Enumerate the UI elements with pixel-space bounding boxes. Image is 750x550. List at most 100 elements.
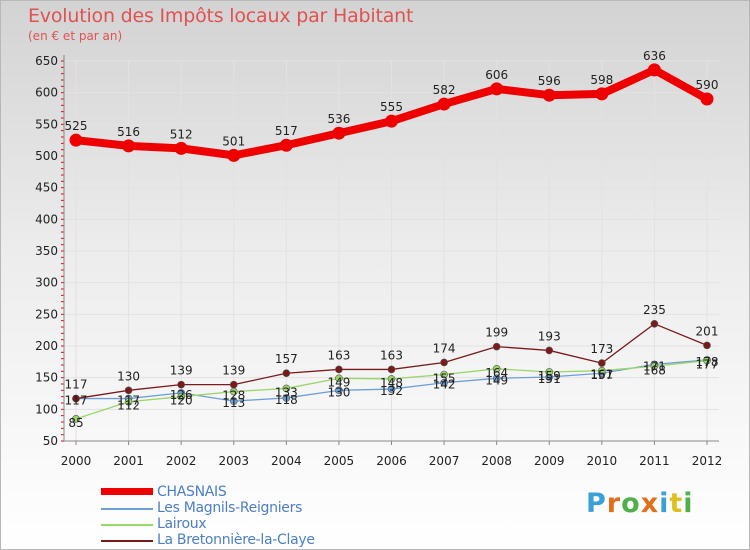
data-point xyxy=(440,358,448,367)
data-label: 155 xyxy=(433,372,456,386)
legend-label: Lairoux xyxy=(157,516,207,532)
data-point xyxy=(437,97,451,111)
data-point xyxy=(385,114,398,128)
x-tick-label: 2004 xyxy=(271,454,302,468)
data-label: 163 xyxy=(380,348,403,362)
data-point xyxy=(700,92,714,106)
legend-label: Les Magnils-Reigniers xyxy=(157,500,303,516)
data-label: 174 xyxy=(433,341,456,355)
data-point xyxy=(440,370,448,379)
data-point xyxy=(595,87,609,101)
x-tick-label: 2008 xyxy=(481,454,512,468)
x-tick-label: 2000 xyxy=(61,454,92,468)
series-lines xyxy=(69,63,714,423)
logo-letter: i xyxy=(683,488,694,519)
data-label: 157 xyxy=(590,368,613,382)
data-point xyxy=(703,341,711,350)
data-label: 536 xyxy=(327,112,350,126)
data-label: 85 xyxy=(68,416,83,430)
data-label: 606 xyxy=(485,68,508,82)
y-tick-label: 150 xyxy=(35,371,58,385)
data-label: 132 xyxy=(380,384,403,398)
data-label: 590 xyxy=(696,78,719,92)
legend-label: CHASNAIS xyxy=(157,484,227,500)
legend-swatch-la-bretonniere-la-claye xyxy=(101,540,153,542)
x-tick-label: 2003 xyxy=(218,454,249,468)
data-label: 139 xyxy=(170,364,193,378)
data-label: 120 xyxy=(170,394,193,408)
data-point xyxy=(124,386,133,395)
x-tick-label: 2009 xyxy=(534,454,565,468)
data-label: 582 xyxy=(433,83,456,97)
data-point xyxy=(229,380,238,389)
data-label: 168 xyxy=(643,363,666,377)
data-point xyxy=(492,374,501,383)
data-point xyxy=(387,365,396,374)
logo-letter: t xyxy=(669,488,684,519)
data-label: 117 xyxy=(65,394,88,408)
y-tick-label: 250 xyxy=(35,307,58,321)
data-label: 555 xyxy=(380,100,403,114)
data-label: 517 xyxy=(275,124,298,138)
data-point xyxy=(227,148,241,162)
y-tick-label: 350 xyxy=(35,244,58,258)
x-tick-label: 2011 xyxy=(639,454,670,468)
data-label: 113 xyxy=(222,396,245,410)
chart-title: Evolution des Impôts locaux par Habitant xyxy=(28,5,414,27)
data-label: 157 xyxy=(275,352,298,366)
data-point xyxy=(177,392,185,401)
proxiti-logo: Proxiti xyxy=(586,488,694,519)
x-tick-label: 2005 xyxy=(324,454,355,468)
data-label: 139 xyxy=(222,364,245,378)
x-tick-label: 2007 xyxy=(429,454,460,468)
data-point xyxy=(650,320,659,328)
y-tick-label: 550 xyxy=(35,117,58,131)
data-point xyxy=(598,366,606,375)
data-point xyxy=(650,362,659,371)
data-label: 163 xyxy=(327,348,350,362)
logo-letter: o xyxy=(621,488,641,519)
data-point xyxy=(387,385,396,393)
x-tick-label: 2012 xyxy=(692,454,723,468)
y-tick-label: 650 xyxy=(35,54,58,68)
data-label: 178 xyxy=(696,355,719,369)
y-tick-label: 50 xyxy=(43,434,58,448)
data-point xyxy=(124,397,133,406)
data-point xyxy=(703,356,711,365)
data-label: 142 xyxy=(433,378,456,392)
legend-swatch-chasnais xyxy=(101,488,153,495)
data-label: 199 xyxy=(485,326,508,340)
data-label: 112 xyxy=(117,399,140,413)
data-label: 596 xyxy=(538,74,561,88)
data-point xyxy=(177,380,185,389)
x-tick-label: 2001 xyxy=(113,454,144,468)
logo-letter: r xyxy=(606,488,622,519)
data-label: 177 xyxy=(696,358,719,372)
y-tick-label: 200 xyxy=(35,339,58,353)
data-point xyxy=(542,88,556,102)
data-point xyxy=(545,346,554,355)
data-label: 201 xyxy=(696,324,719,338)
logo-letter: P xyxy=(586,488,607,519)
data-label: 148 xyxy=(380,376,403,390)
x-tick-label: 2002 xyxy=(166,454,197,468)
data-label: 133 xyxy=(275,385,298,399)
y-tick-label: 100 xyxy=(35,402,58,416)
y-tick-label: 300 xyxy=(35,276,58,290)
data-label: 516 xyxy=(117,125,140,139)
data-point xyxy=(69,133,83,147)
chart-subtitle: (en € et par an) xyxy=(28,29,123,43)
data-point xyxy=(279,138,293,152)
x-tick-label: 2006 xyxy=(376,454,407,468)
data-label: 173 xyxy=(590,342,613,356)
legend-label: La Bretonnière-la-Claye xyxy=(157,532,315,548)
data-point xyxy=(647,63,661,77)
data-point xyxy=(335,365,343,374)
data-label: 128 xyxy=(222,389,245,403)
data-point xyxy=(335,374,343,383)
logo-letter: x xyxy=(640,488,660,519)
data-labels: 525 516 512 501 517 536 555 582 606 596 598 636 590 1… xyxy=(65,49,719,430)
data-label: 117 xyxy=(117,394,140,408)
